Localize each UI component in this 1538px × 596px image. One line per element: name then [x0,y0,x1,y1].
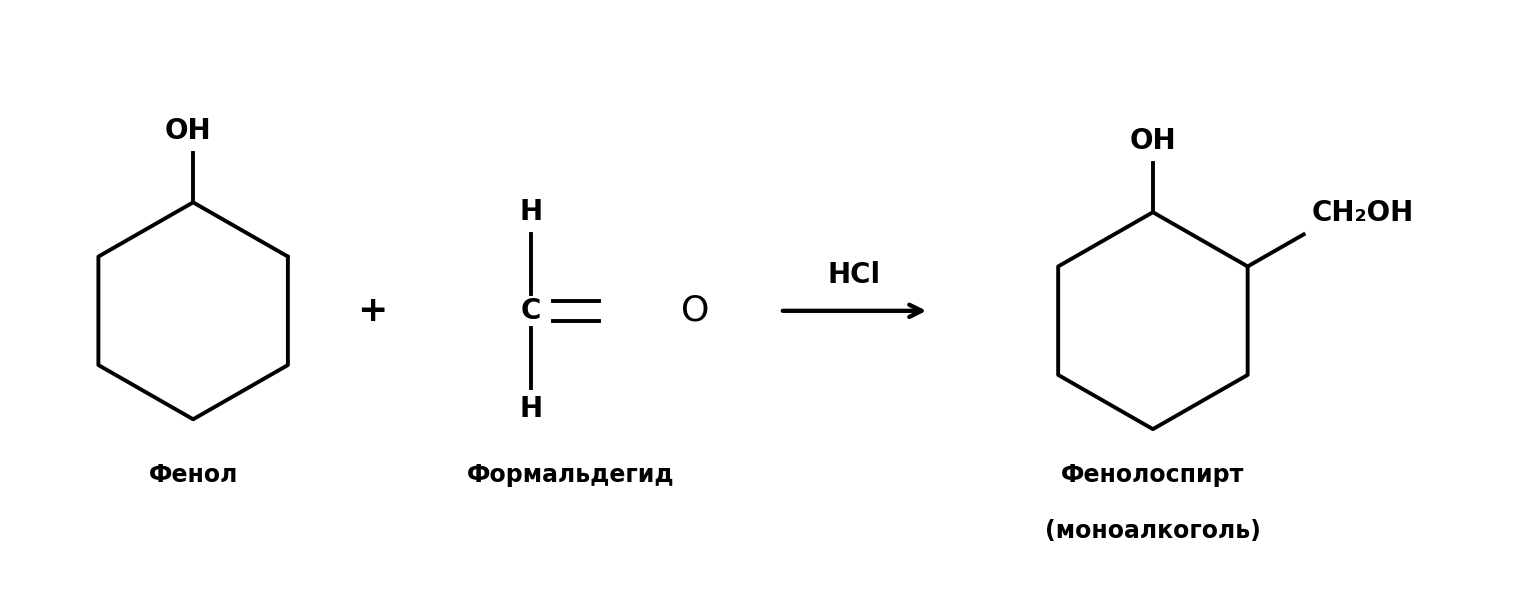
Text: Формальдегид: Формальдегид [468,464,675,488]
Text: HCl: HCl [827,261,881,289]
Text: H: H [520,198,543,226]
Text: (моноалкоголь): (моноалкоголь) [1044,519,1261,543]
Text: +: + [357,294,388,328]
Text: H: H [520,395,543,423]
Text: C: C [521,297,541,325]
Text: OH: OH [1129,127,1177,155]
Text: Фенол: Фенол [149,464,238,488]
Text: CH₂OH: CH₂OH [1312,198,1413,226]
Text: Фенолоспирт: Фенолоспирт [1061,464,1244,488]
Text: O: O [681,294,709,328]
Text: OH: OH [165,117,212,145]
